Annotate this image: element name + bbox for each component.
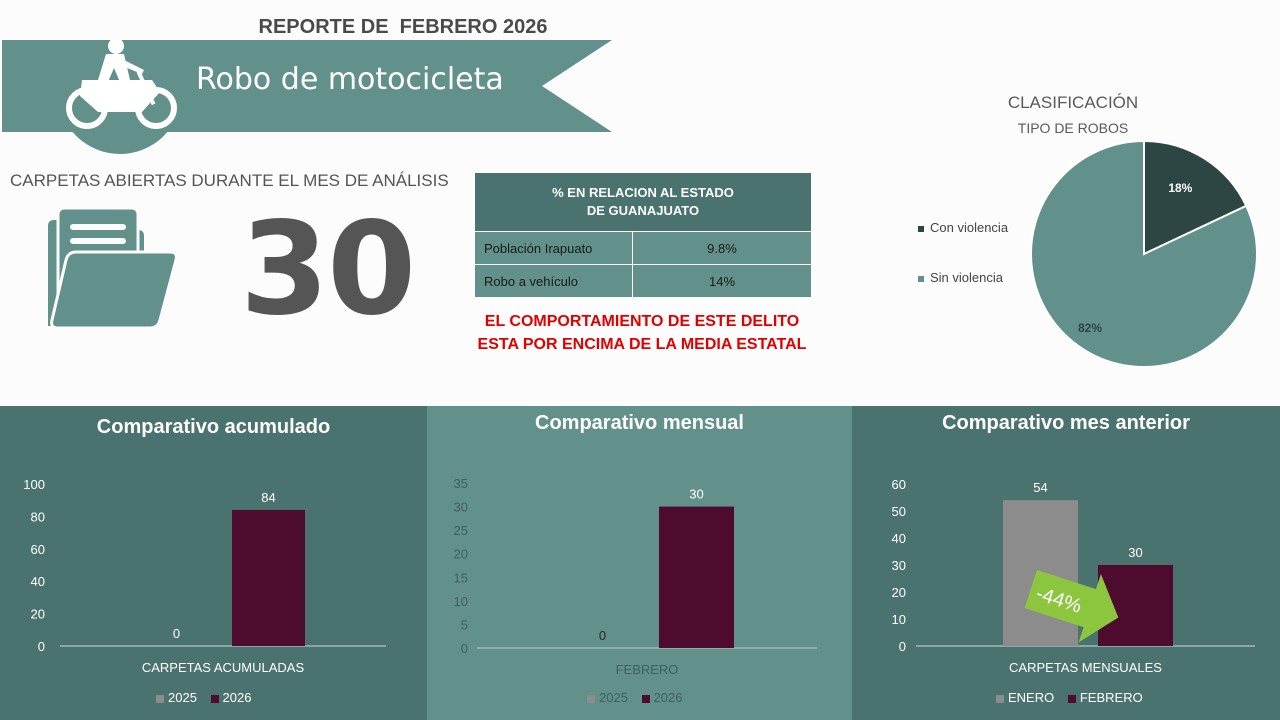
y-tick-label: 80 xyxy=(31,509,45,524)
y-tick-label: 30 xyxy=(892,558,906,573)
y-tick-label: 40 xyxy=(892,531,906,546)
pie-legend-item: Con violencia xyxy=(918,220,1008,235)
bar xyxy=(232,509,305,646)
chart-title: Comparativo mes anterior xyxy=(942,412,1190,434)
bar-chart-mes-anterior: 0 10 20 30 40 50 60 54 30 CARPETAS MENSUALES -44% xyxy=(892,477,1255,675)
carpetas-count: 30 xyxy=(240,195,416,344)
y-tick-label: 50 xyxy=(892,504,906,519)
legend-swatch xyxy=(587,694,595,703)
x-category-label: CARPETAS MENSUALES xyxy=(1009,660,1162,675)
y-tick-label: 40 xyxy=(31,574,45,589)
y-tick-label: 5 xyxy=(461,617,468,632)
relation-table: % EN RELACION AL ESTADO DE GUANAJUATO Po… xyxy=(474,172,812,298)
y-tick-label: 10 xyxy=(892,612,906,627)
y-tick-label: 0 xyxy=(461,641,468,656)
report-title: REPORTE DE FEBRERO 2026 xyxy=(258,16,548,38)
bar-data-label: 84 xyxy=(261,490,275,505)
carpetas-label: CARPETAS ABIERTAS DURANTE EL MES DE ANÁL… xyxy=(10,171,449,190)
legend-swatch xyxy=(996,694,1004,703)
bar-data-label: 30 xyxy=(1128,545,1142,560)
bar-data-label: 54 xyxy=(1033,480,1047,495)
bar-data-label: 0 xyxy=(599,628,606,643)
pie-slice xyxy=(1030,139,1258,368)
x-category-label: CARPETAS ACUMULADAS xyxy=(142,660,305,675)
chart-title: Comparativo mensual xyxy=(535,412,744,434)
panel-comparativo-acumulado: Comparativo acumulado 0 20 40 60 80 100 0 84 CAR… xyxy=(0,406,427,720)
bar-data-label: 30 xyxy=(689,487,703,502)
folder-icon xyxy=(48,208,178,330)
x-category-label: FEBRERO xyxy=(616,662,679,677)
pie-data-label: 18% xyxy=(1168,181,1192,195)
bar xyxy=(659,506,734,648)
table-row: Robo a vehículo 14% xyxy=(474,264,812,298)
row-value: 9.8% xyxy=(632,231,812,265)
y-tick-label: 35 xyxy=(454,476,468,491)
legend-label: ENERO xyxy=(1008,690,1055,705)
pie-title: CLASIFICACIÓN xyxy=(1007,93,1139,112)
chart-legend: ENERO FEBRERO xyxy=(986,690,1143,705)
pie-legend-label: Con violencia xyxy=(930,220,1009,235)
y-tick-label: 60 xyxy=(31,542,45,557)
panel-comparativo-mensual: Comparativo mensual 0 5 10 15 20 25 30 35 0 30 FEB… xyxy=(427,406,852,720)
alert-line1: EL COMPORTAMIENTO DE ESTE DELITO xyxy=(484,313,800,330)
legend-label: FEBRERO xyxy=(1079,690,1143,705)
pie-slice xyxy=(1143,139,1248,256)
bar-chart-acumulado: 0 20 40 60 80 100 0 84 CARPETAS ACUMULADAS xyxy=(23,477,386,675)
chart-legend: 2025 2026 xyxy=(577,690,682,705)
motorcycle-rider-icon xyxy=(66,40,177,129)
y-tick-label: 0 xyxy=(899,639,906,654)
y-tick-label: 20 xyxy=(892,585,906,600)
bar-data-label: 0 xyxy=(173,626,180,641)
row-label: Robo a vehículo xyxy=(474,264,633,298)
bar-chart-mensual: 0 5 10 15 20 25 30 35 0 30 FEBRERO xyxy=(454,476,817,677)
chart-title: Comparativo acumulado xyxy=(96,416,331,438)
legend-swatch xyxy=(210,694,219,703)
pie-legend-swatch xyxy=(918,275,924,282)
y-tick-label: 0 xyxy=(38,639,45,654)
change-arrow-icon: -44% xyxy=(1024,570,1119,643)
alert-line2: ESTA POR ENCIMA DE LA MEDIA ESTATAL xyxy=(477,336,807,353)
panel-comparativo-mes-anterior: Comparativo mes anterior 0 10 20 30 40 50 60 54… xyxy=(852,406,1280,720)
y-tick-label: 20 xyxy=(31,607,45,622)
table-row: Población Irapuato 9.8% xyxy=(474,231,812,265)
y-tick-label: 60 xyxy=(892,477,906,492)
pie-subtitle: TIPO DE ROBOS xyxy=(1017,120,1129,136)
legend-swatch xyxy=(1067,694,1076,703)
title-banner xyxy=(2,40,612,154)
pie-legend-swatch xyxy=(918,225,924,232)
y-tick-label: 10 xyxy=(454,594,468,609)
y-tick-label: 15 xyxy=(454,570,468,585)
legend-swatch xyxy=(641,694,650,703)
legend-label: 2026 xyxy=(653,690,683,705)
y-tick-label: 100 xyxy=(23,477,45,492)
relation-header-line1: % EN RELACION AL ESTADO xyxy=(552,185,734,200)
y-tick-label: 25 xyxy=(454,523,468,538)
chart-legend: 2025 2026 xyxy=(146,690,251,705)
crime-title: Robo de motocicleta xyxy=(196,62,504,97)
legend-swatch xyxy=(156,694,164,703)
row-label: Población Irapuato xyxy=(474,231,633,265)
y-tick-label: 20 xyxy=(454,547,468,562)
legend-label: 2025 xyxy=(168,690,197,705)
alert-message: EL COMPORTAMIENTO DE ESTE DELITO ESTA PO… xyxy=(442,310,842,356)
pie-legend-item: Sin violencia xyxy=(918,270,1003,285)
pie-chart: 18% 82% xyxy=(1030,139,1258,368)
relation-header-line2: DE GUANAJUATO xyxy=(586,203,700,218)
row-value: 14% xyxy=(632,264,812,298)
relation-table-header: % EN RELACION AL ESTADO DE GUANAJUATO xyxy=(474,172,812,232)
legend-label: 2025 xyxy=(599,690,628,705)
pie-data-label: 82% xyxy=(1078,321,1102,335)
legend-label: 2026 xyxy=(222,690,252,705)
pie-legend-label: Sin violencia xyxy=(930,270,1003,285)
y-tick-label: 30 xyxy=(454,500,468,515)
